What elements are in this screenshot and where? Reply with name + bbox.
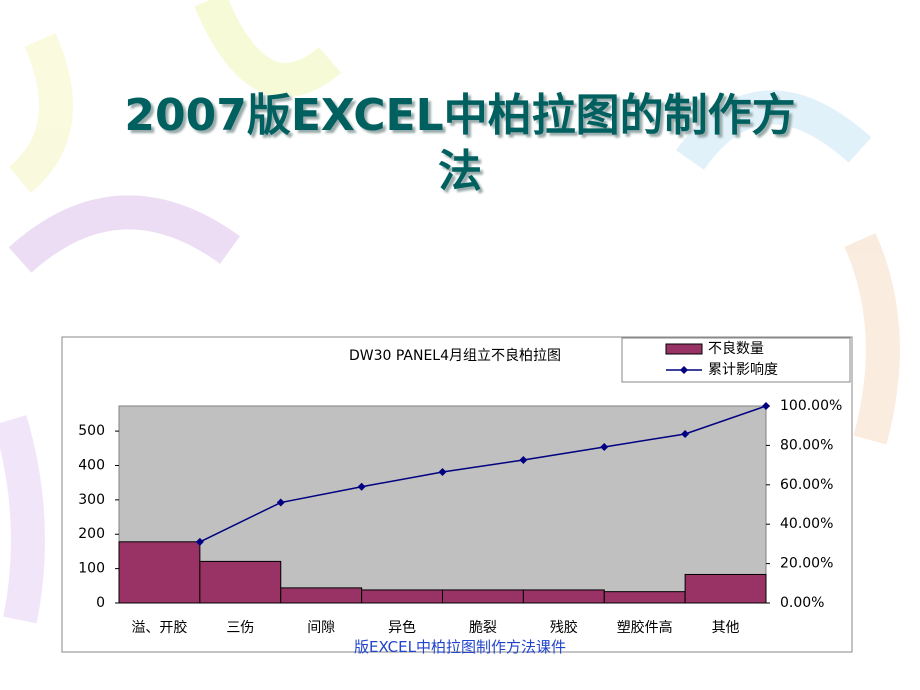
chart-title: DW30 PANEL4月组立不良柏拉图	[349, 348, 561, 364]
y-tick-label: 300	[78, 492, 105, 508]
x-tick-label: 塑胶件高	[617, 619, 673, 636]
legend-label: 不良数量	[708, 341, 764, 357]
y2-tick-label: 80.00%	[780, 437, 833, 453]
y-tick-label: 0	[96, 595, 105, 611]
x-tick-label: 异色	[388, 619, 416, 636]
bar	[361, 589, 443, 604]
bar	[603, 591, 686, 604]
marker	[681, 429, 690, 438]
legend-label: 累计影响度	[708, 362, 778, 378]
legend-swatch	[680, 366, 688, 374]
bar	[522, 589, 605, 604]
y-tick-label: 200	[78, 526, 105, 542]
y2-tick-label: 40.00%	[780, 516, 833, 532]
x-tick-label: 其他	[712, 620, 740, 636]
legend	[621, 337, 851, 383]
y2-tick-label: 0.00%	[780, 595, 824, 611]
decoration	[0, 0, 900, 624]
bar	[118, 541, 201, 604]
x-tick-label: 残胶	[550, 619, 578, 636]
bar	[199, 560, 282, 604]
bar	[280, 587, 363, 604]
y-tick-label: 400	[78, 457, 105, 473]
y-tick-label: 100	[78, 561, 105, 577]
legend-swatch	[665, 343, 703, 355]
x-tick-label: 三伤	[226, 620, 254, 636]
bar	[684, 573, 767, 604]
footer: 版EXCEL中柏拉图制作方法课件	[354, 638, 566, 656]
x-tick-label: 间隙	[307, 620, 335, 636]
line	[199, 405, 767, 543]
marker	[438, 467, 447, 476]
y2-tick-label: 60.00%	[780, 477, 833, 493]
x-tick-label: 溢、开胶	[131, 619, 187, 636]
y-tick-label: 500	[78, 423, 105, 439]
marker	[600, 442, 609, 451]
marker	[519, 455, 528, 464]
y2-tick-label: 20.00%	[780, 556, 833, 572]
marker	[762, 402, 770, 410]
marker	[276, 498, 285, 507]
bar	[442, 589, 524, 604]
y2-tick-label: 100.00%	[780, 398, 842, 414]
marker	[357, 482, 366, 491]
x-tick-label: 脆裂	[469, 619, 497, 636]
slide-title: 2007版EXCEL中柏拉图的制作方法	[124, 90, 796, 197]
marker	[195, 537, 204, 546]
